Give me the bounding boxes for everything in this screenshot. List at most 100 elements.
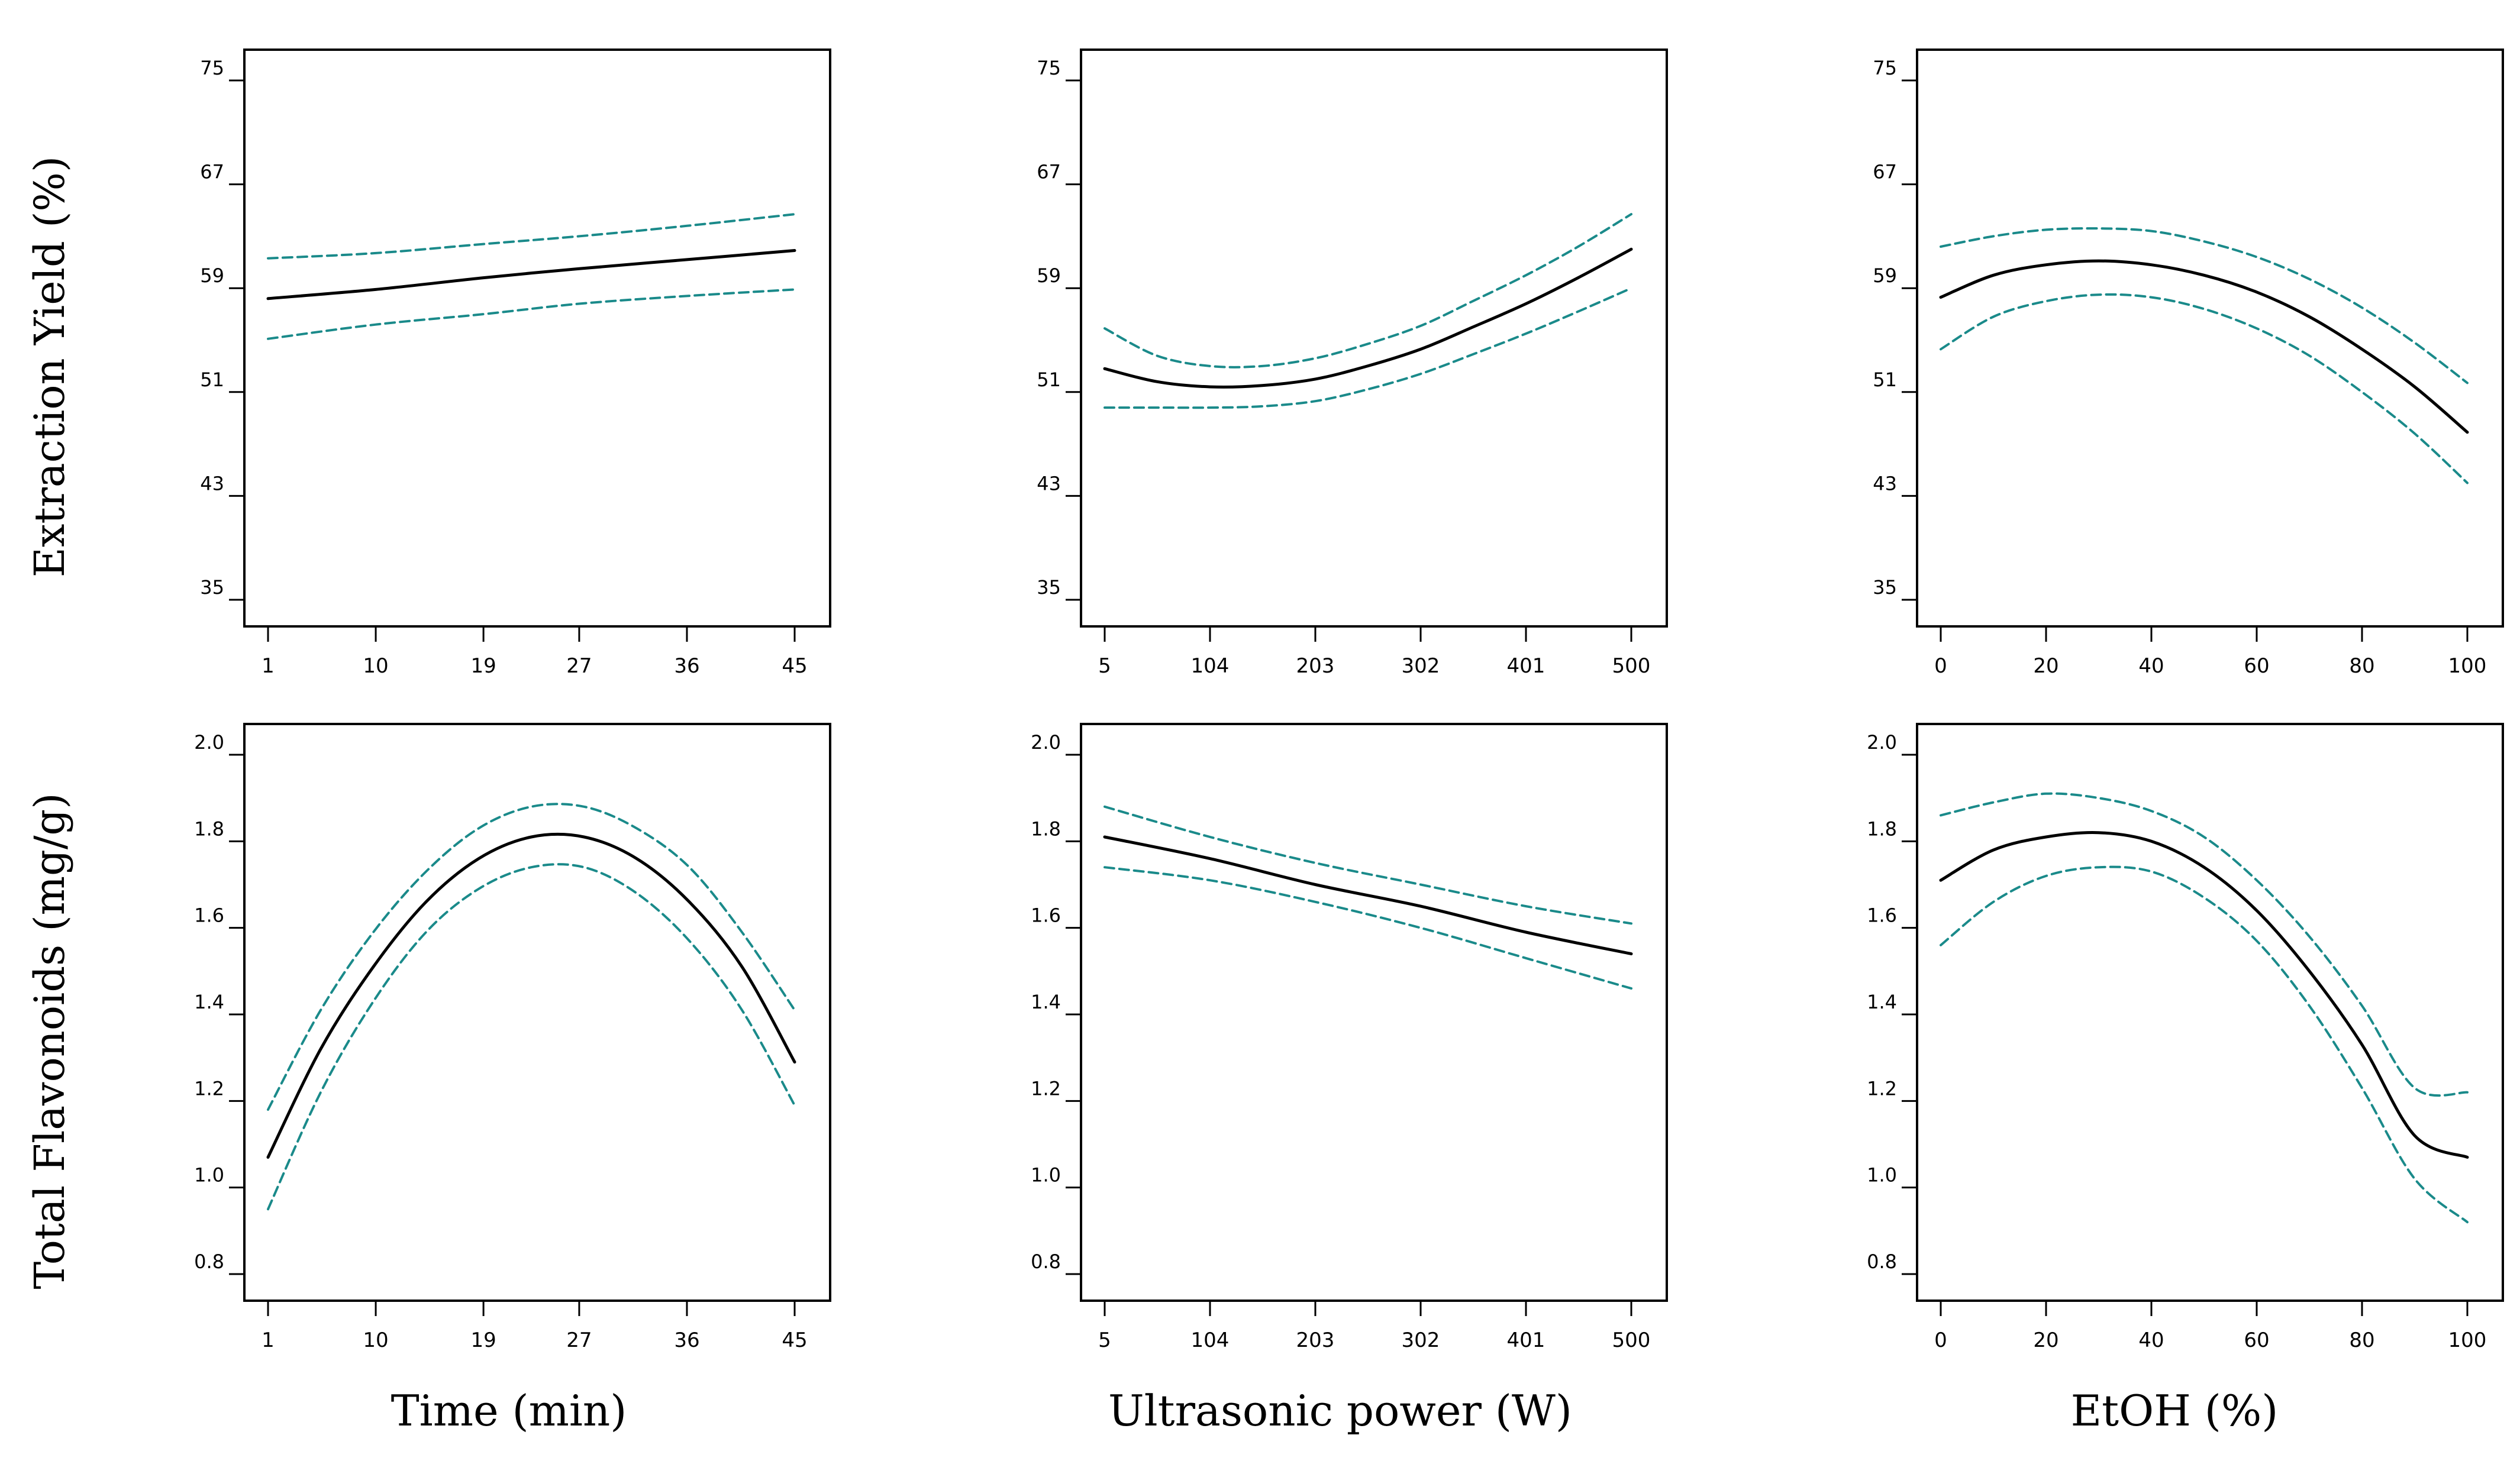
y-tick-label: 59 bbox=[1037, 264, 1061, 287]
x-tick-label: 100 bbox=[2448, 1328, 2487, 1352]
x-tick-label: 5 bbox=[1098, 1328, 1111, 1352]
y-tick-label: 35 bbox=[200, 576, 224, 599]
plot-frame bbox=[243, 723, 831, 1302]
y-tick-label: 67 bbox=[1873, 161, 1897, 183]
y-tick-label: 1.6 bbox=[1031, 904, 1061, 927]
panel-flavonoids-etoh: 0 20 40 60 80 100 0.8 1.0 1.2 1.4 1.6 1.8 2.0 bbox=[1867, 723, 2504, 1352]
y-tick-label: 75 bbox=[1873, 57, 1897, 79]
y-tick-label: 1.4 bbox=[194, 991, 224, 1013]
ci-lower-line bbox=[1103, 866, 1632, 990]
ci-lower-line bbox=[1940, 865, 2469, 1224]
y-tick-label: 2.0 bbox=[194, 731, 224, 754]
x-tick-label: 500 bbox=[1612, 1328, 1651, 1352]
x-tick-label: 302 bbox=[1402, 654, 1440, 678]
row-label-total-flavonoids: Total Flavonoids (mg/g) bbox=[25, 793, 74, 1289]
x-tick-label: 0 bbox=[1934, 1328, 1947, 1352]
y-tick-label: 51 bbox=[1037, 368, 1061, 391]
ci-upper-line bbox=[267, 213, 796, 260]
y-tick-label: 1.8 bbox=[1867, 817, 1897, 840]
ci-lower-line bbox=[1103, 287, 1632, 409]
x-tick-label: 5 bbox=[1098, 654, 1111, 678]
y-tick-label: 43 bbox=[1037, 472, 1061, 494]
x-tick-label: 36 bbox=[674, 1328, 699, 1352]
y-tick-label: 1.4 bbox=[1031, 991, 1061, 1013]
y-tick-label: 35 bbox=[1873, 576, 1897, 599]
y-tick-label: 0.8 bbox=[1031, 1250, 1061, 1273]
plot-frame bbox=[1916, 723, 2504, 1302]
x-tick-label: 104 bbox=[1191, 1328, 1230, 1352]
x-tick-label: 60 bbox=[2244, 1328, 2269, 1352]
x-tick-label: 20 bbox=[2033, 1328, 2058, 1352]
col-label-etoh: EtOH (%) bbox=[2071, 1386, 2279, 1436]
x-tick-label: 1 bbox=[262, 654, 275, 678]
plot-frame bbox=[1916, 49, 2504, 628]
y-tick-label: 1.4 bbox=[1867, 991, 1897, 1013]
y-tick-label: 0.8 bbox=[1867, 1250, 1897, 1273]
y-tick-label: 1.2 bbox=[194, 1077, 224, 1100]
fit-line bbox=[266, 249, 796, 300]
x-tick-label: 36 bbox=[674, 654, 699, 678]
plot-frame bbox=[243, 49, 831, 628]
ci-lower-line bbox=[1940, 293, 2469, 484]
ci-upper-line bbox=[1103, 805, 1632, 925]
x-tick-label: 27 bbox=[566, 1328, 592, 1352]
x-tick-label: 10 bbox=[363, 1328, 388, 1352]
panel-yield-power: 5 104 203 302 401 500 35 43 51 59 67 75 bbox=[1037, 49, 1668, 678]
y-tick-label: 43 bbox=[1873, 472, 1897, 494]
y-tick-label: 59 bbox=[200, 264, 224, 287]
y-tick-label: 1.0 bbox=[1867, 1164, 1897, 1187]
y-tick-label: 67 bbox=[1037, 161, 1061, 183]
y-tick-label: 51 bbox=[1873, 368, 1897, 391]
y-tick-label: 0.8 bbox=[194, 1250, 224, 1273]
panel-yield-time: 1 10 19 27 36 45 35 43 51 59 67 75 bbox=[200, 49, 831, 678]
y-tick-label: 1.6 bbox=[194, 904, 224, 927]
x-tick-label: 19 bbox=[470, 1328, 496, 1352]
x-tick-label: 1 bbox=[262, 1328, 275, 1352]
panel-flavonoids-power: 5 104 203 302 401 500 0.8 1.0 1.2 1.4 1.6 1.8 2.0 bbox=[1031, 723, 1668, 1352]
x-tick-label: 80 bbox=[2349, 654, 2374, 678]
x-tick-label: 20 bbox=[2033, 654, 2058, 678]
x-tick-label: 401 bbox=[1507, 1328, 1545, 1352]
x-tick-label: 100 bbox=[2448, 654, 2487, 678]
y-tick-label: 1.2 bbox=[1867, 1077, 1897, 1100]
y-tick-label: 1.0 bbox=[1031, 1164, 1061, 1187]
col-label-time: Time (min) bbox=[391, 1386, 627, 1436]
y-tick-label: 43 bbox=[200, 472, 224, 494]
fit-line bbox=[266, 832, 796, 1159]
x-tick-label: 19 bbox=[470, 654, 496, 678]
plot-frame bbox=[1080, 49, 1668, 628]
x-tick-label: 40 bbox=[2138, 654, 2164, 678]
y-tick-label: 1.6 bbox=[1867, 904, 1897, 927]
panel-flavonoids-time: 1 10 19 27 36 45 0.8 1.0 1.2 1.4 1.6 1.8 2.0 bbox=[194, 723, 831, 1352]
y-tick-label: 35 bbox=[1037, 576, 1061, 599]
y-tick-label: 75 bbox=[1037, 57, 1061, 79]
y-tick-label: 51 bbox=[200, 368, 224, 391]
y-tick-label: 2.0 bbox=[1867, 731, 1897, 754]
x-tick-label: 40 bbox=[2138, 1328, 2164, 1352]
row-label-extraction-yield: Extraction Yield (%) bbox=[25, 156, 74, 577]
x-tick-label: 401 bbox=[1507, 654, 1545, 678]
fit-line bbox=[1939, 259, 2469, 434]
plot-frame bbox=[1080, 723, 1668, 1302]
x-tick-label: 45 bbox=[782, 654, 807, 678]
x-tick-label: 80 bbox=[2349, 1328, 2374, 1352]
x-tick-label: 203 bbox=[1296, 1328, 1335, 1352]
x-tick-label: 10 bbox=[363, 654, 388, 678]
ci-upper-line bbox=[1940, 792, 2469, 1097]
fit-line bbox=[1939, 830, 2469, 1159]
col-label-ultrasonic-power: Ultrasonic power (W) bbox=[1108, 1386, 1572, 1436]
fit-line bbox=[1103, 247, 1633, 389]
y-tick-label: 1.8 bbox=[194, 817, 224, 840]
x-tick-label: 104 bbox=[1191, 654, 1230, 678]
y-tick-label: 1.8 bbox=[1031, 817, 1061, 840]
x-tick-label: 27 bbox=[566, 654, 592, 678]
y-tick-label: 59 bbox=[1873, 264, 1897, 287]
y-tick-label: 2.0 bbox=[1031, 731, 1061, 754]
ci-upper-line bbox=[1940, 227, 2469, 384]
x-tick-label: 0 bbox=[1934, 654, 1947, 678]
y-tick-label: 67 bbox=[200, 161, 224, 183]
ci-lower-line bbox=[267, 288, 796, 340]
x-tick-label: 45 bbox=[782, 1328, 807, 1352]
